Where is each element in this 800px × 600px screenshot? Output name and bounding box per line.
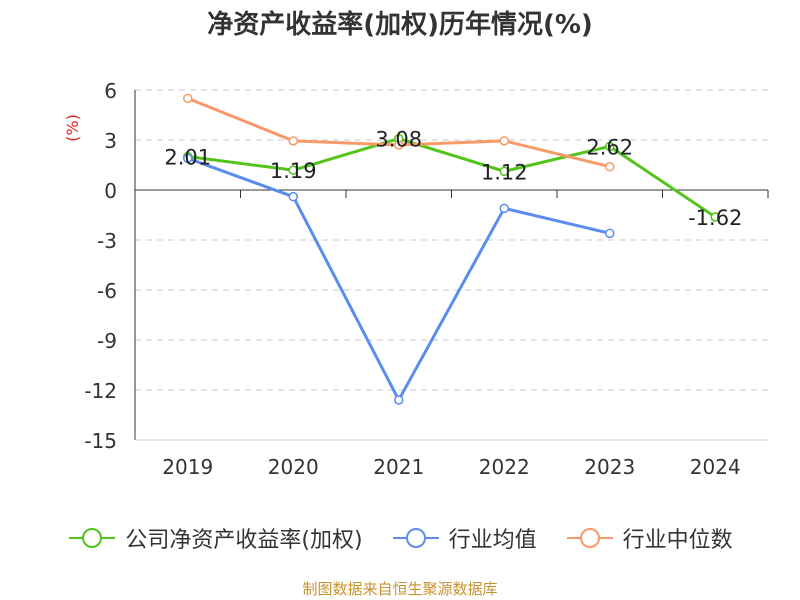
series-lines: [187, 96, 717, 402]
data-labels: 2.01 1.19 3.08 1.12 2.62 -1.62: [164, 128, 742, 230]
data-point: [605, 228, 615, 239]
legend-item-company[interactable]: 公司净资产收益率(加权): [67, 522, 363, 554]
legend-label-company: 公司净资产收益率(加权): [125, 528, 363, 553]
data-point: [288, 191, 298, 202]
series-line-0: [187, 137, 717, 219]
y-tick-label: -15: [84, 429, 117, 453]
legend-label-industry-median: 行业中位数: [622, 528, 733, 553]
x-tick-label: 2022: [479, 455, 530, 479]
data-label: 3.08: [375, 128, 422, 152]
y-tick-label: -3: [97, 229, 117, 253]
data-label: 2.62: [586, 135, 633, 159]
data-point: [183, 153, 193, 164]
data-label: 1.12: [481, 160, 528, 184]
legend-swatch-industry-mean-icon: [392, 528, 439, 548]
series-line-1: [187, 156, 611, 402]
legend-item-industry-median[interactable]: 行业中位数: [565, 522, 733, 554]
data-point: [288, 136, 298, 146]
x-tick-label: 2021: [373, 455, 424, 479]
data-label: 2.01: [164, 146, 211, 170]
data-point: [499, 203, 509, 214]
legend: 公司净资产收益率(加权) 行业均值 行业中位数: [0, 522, 800, 554]
source-note: 制图数据来自恒生聚源数据库: [302, 580, 498, 598]
data-point: [499, 166, 509, 177]
legend-label-industry-mean: 行业均值: [448, 528, 537, 553]
data-point: [183, 93, 193, 104]
y-tick-label: 3: [104, 129, 117, 153]
y-tick-label: -9: [97, 329, 117, 353]
x-tick-label: 2023: [584, 455, 635, 479]
data-point: [605, 161, 615, 172]
y-tick-label: 0: [104, 179, 117, 203]
x-tick-label: 2020: [268, 455, 319, 479]
data-point: [499, 136, 509, 146]
y-axis-label: (%): [63, 114, 82, 142]
data-point: [394, 395, 404, 405]
data-point: [394, 140, 404, 150]
data-label: 1.19: [270, 159, 317, 183]
chart-title: 净资产收益率(加权)历年情况(%): [207, 10, 593, 40]
data-points: [183, 93, 720, 405]
data-point: [288, 165, 298, 175]
legend-swatch-industry-median-icon: [566, 528, 613, 548]
axes: 6 3 0 -3 -6 -9 -12 -15 2019 2020 2021 2022 2023 2024: [84, 79, 769, 479]
y-tick-label: -6: [97, 279, 117, 303]
legend-swatch-company-icon: [69, 528, 116, 548]
y-tick-label: 6: [104, 79, 117, 103]
y-tick-label: -12: [84, 379, 117, 403]
data-label: -1.62: [688, 206, 742, 230]
data-point: [605, 141, 615, 152]
x-tick-label: 2019: [162, 455, 213, 479]
x-tick-label: 2024: [690, 455, 741, 479]
data-point: [710, 212, 720, 222]
legend-item-industry-mean[interactable]: 行业均值: [391, 522, 537, 554]
